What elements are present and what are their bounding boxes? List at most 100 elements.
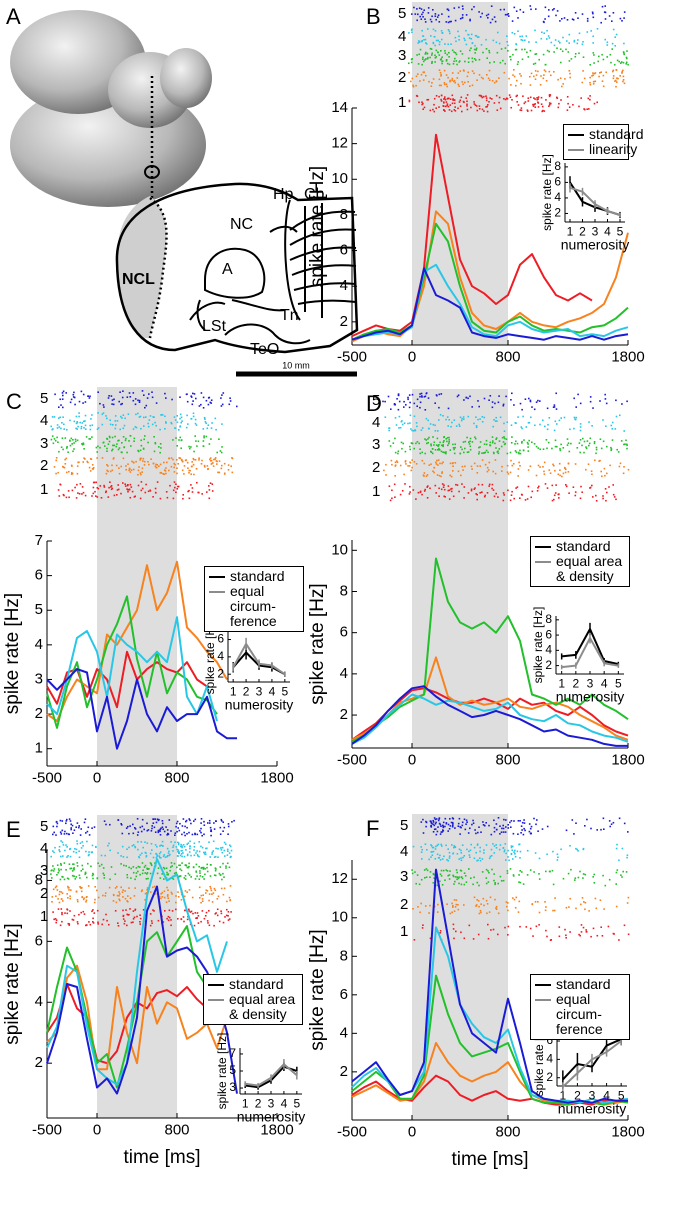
raster-spike [415, 422, 418, 424]
raster-spike [589, 396, 592, 398]
raster-spike [457, 822, 460, 825]
raster-spike [467, 492, 470, 494]
raster-spike [158, 465, 160, 467]
raster-spike [479, 465, 481, 467]
raster-spike [441, 13, 443, 15]
raster-spike [467, 57, 470, 60]
x-tick-label: -500 [337, 752, 367, 769]
raster-spike [485, 449, 488, 452]
raster-spike [590, 827, 592, 830]
raster-spike [437, 826, 439, 828]
raster-spike [81, 443, 83, 445]
rate-line [351, 222, 629, 341]
raster-spike [63, 423, 65, 426]
raster-spike [604, 18, 607, 20]
raster-spike [388, 485, 391, 487]
raster-spike [178, 429, 180, 431]
raster-spike [416, 19, 418, 22]
raster-spike [169, 869, 171, 872]
raster-spike [194, 818, 197, 821]
raster-spike [515, 84, 517, 87]
raster-spike [467, 71, 469, 74]
raster-spike [152, 496, 154, 498]
raster-spike [509, 821, 511, 824]
raster-spike [620, 440, 623, 442]
raster-spike [493, 879, 495, 882]
raster-spike [129, 483, 132, 486]
raster-spike [435, 56, 438, 58]
raster-spike [612, 493, 615, 496]
raster-spike [154, 465, 157, 468]
raster-spike [62, 390, 65, 393]
raster-spike [592, 12, 594, 15]
raster-spike [556, 10, 559, 12]
raster-spike [489, 855, 492, 858]
raster-spike [228, 896, 231, 899]
raster-spike [492, 843, 494, 845]
raster-spike [529, 75, 531, 78]
rate-line [46, 885, 238, 1095]
raster-spike [192, 400, 194, 402]
raster-spike [61, 829, 64, 832]
raster-spike [473, 462, 476, 465]
raster-spike [202, 866, 204, 869]
raster-spike [492, 489, 495, 491]
raster-spike [545, 906, 547, 908]
raster-spike [487, 451, 489, 454]
raster-spike [615, 415, 618, 418]
y-tick-label: 6 [554, 175, 561, 189]
raster-spike [508, 94, 511, 96]
raster-spike [434, 449, 437, 451]
raster-spike [222, 921, 225, 924]
raster-spike [163, 461, 165, 464]
raster-spike [96, 877, 99, 879]
raster-spike [588, 421, 590, 423]
raster-spike [521, 427, 523, 430]
raster-spike [123, 446, 126, 448]
raster-spike [169, 853, 171, 856]
raster-spike [465, 396, 467, 399]
raster-spike [420, 846, 422, 848]
raster-spike [146, 397, 149, 399]
raster-spike [58, 406, 60, 408]
raster-spike [538, 58, 540, 61]
raster-spike [75, 497, 78, 499]
raster-spike [592, 927, 595, 930]
raster-spike [449, 449, 452, 451]
raster-spike [416, 405, 418, 407]
y-tick-label: 8 [340, 582, 348, 599]
raster-spike [176, 415, 178, 417]
raster-spike [506, 471, 509, 473]
raster-spike [73, 914, 76, 917]
raster-spike [488, 461, 491, 464]
raster-spike [190, 395, 192, 397]
raster-spike [108, 886, 111, 889]
raster-spike [443, 484, 445, 486]
raster-spike [392, 442, 395, 444]
raster-spike [562, 877, 565, 880]
raster-spike [422, 818, 424, 821]
raster-spike [466, 821, 468, 823]
raster-spike [87, 854, 90, 857]
raster-spike [471, 8, 473, 11]
raster-spike [422, 58, 424, 60]
raster-spike [155, 466, 158, 469]
raster-spike [497, 450, 499, 452]
raster-spike [464, 447, 466, 450]
raster-spike [65, 820, 68, 822]
raster-spike [411, 28, 413, 30]
x-tick-label: -500 [337, 1124, 367, 1141]
y-tick-label: 2 [546, 1070, 553, 1084]
raster-spike [495, 492, 497, 495]
raster-spike [464, 39, 466, 42]
raster-spike [103, 486, 106, 488]
raster-spike [606, 445, 608, 448]
raster-spike [579, 934, 581, 937]
raster-spike [548, 417, 551, 419]
raster-spike [73, 448, 75, 450]
raster-spike [164, 392, 166, 395]
raster-spike [433, 444, 435, 446]
raster-spike [539, 448, 541, 451]
raster-spike [432, 882, 435, 884]
raster-spike [210, 402, 212, 404]
